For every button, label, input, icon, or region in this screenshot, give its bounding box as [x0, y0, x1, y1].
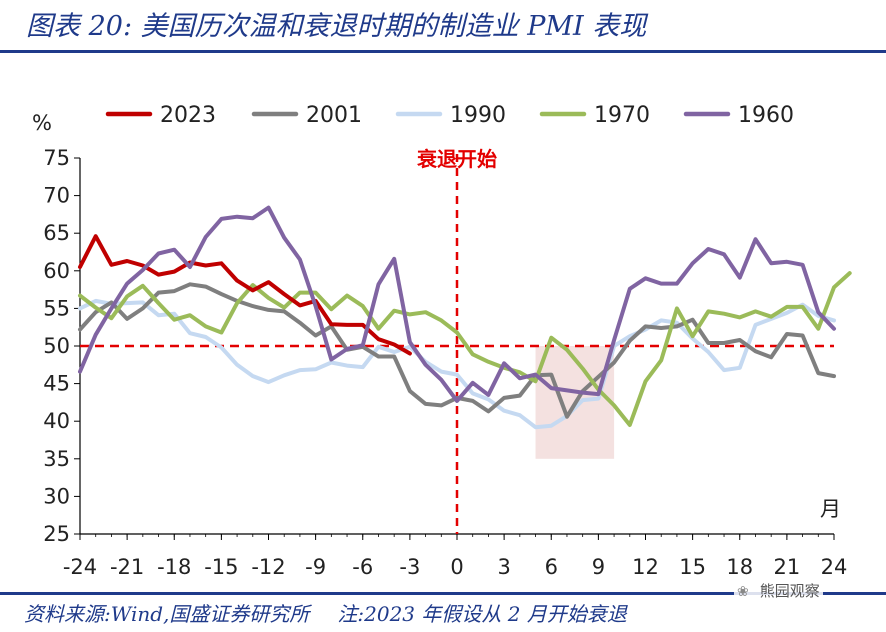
reference-lines	[80, 154, 834, 534]
x-tick-label: 0	[450, 555, 463, 579]
y-tick-label: 60	[43, 259, 70, 283]
chart-legend: 2023 2001 1990 1970 1960	[105, 103, 794, 128]
legend-label-1970: 1970	[594, 103, 650, 128]
y-tick-label: 75	[43, 146, 70, 170]
footer-divider	[0, 592, 886, 595]
x-tick-label: 12	[632, 555, 659, 579]
x-tick-label: -3	[399, 555, 420, 579]
x-tick-label: -9	[305, 555, 326, 579]
x-tick-label: -12	[251, 555, 285, 579]
x-tick-label: 3	[497, 555, 510, 579]
series-layer	[78, 205, 852, 430]
watermark: ❀ 熊园观察	[734, 580, 823, 601]
title-divider	[0, 50, 886, 53]
x-tick-label: 15	[679, 555, 706, 579]
wechat-icon: ❀	[737, 584, 749, 600]
y-tick-label: 35	[43, 447, 70, 471]
legend-label-2023: 2023	[160, 103, 216, 128]
y-tick-label: 30	[43, 484, 70, 508]
x-tick-label: -6	[352, 555, 373, 579]
y-tick-label: 40	[43, 409, 70, 433]
y-tick-label: 55	[43, 296, 70, 320]
x-tick-label: 24	[821, 555, 848, 579]
x-axis-label: 月	[820, 497, 841, 521]
y-axis-label: %	[32, 111, 52, 135]
series-line-1990	[78, 298, 836, 430]
series-line-2023	[78, 234, 412, 356]
legend-label-1990: 1990	[450, 103, 506, 128]
series-line-1970	[78, 271, 852, 427]
footer: 资料来源:Wind,国盛证券研究所 注:2023 年假设从 2 月开始衰退	[24, 598, 627, 627]
legend-label-1960: 1960	[738, 103, 794, 128]
source-text: 资料来源:Wind,国盛证券研究所	[24, 602, 310, 626]
note-text: 注:2023 年假设从 2 月开始衰退	[337, 602, 627, 626]
y-tick-label: 70	[43, 184, 70, 208]
x-tick-label: 18	[726, 555, 753, 579]
x-tick-label: -21	[110, 555, 144, 579]
x-tick-label: -15	[204, 555, 238, 579]
x-tick-label: 6	[545, 555, 558, 579]
watermark-text: 熊园观察	[759, 582, 820, 600]
legend-label-2001: 2001	[306, 103, 362, 128]
y-tick-label: 45	[43, 372, 70, 396]
y-tick-label: 25	[43, 522, 70, 546]
y-tick-label: 50	[43, 334, 70, 358]
recession-start-label: 衰退开始	[416, 147, 497, 171]
x-tick-label: 21	[774, 555, 801, 579]
x-tick-label: 9	[592, 555, 605, 579]
x-tick-label: -18	[157, 555, 191, 579]
series-line-1960	[78, 205, 836, 403]
x-tick-label: -24	[63, 555, 97, 579]
y-tick-label: 65	[43, 221, 70, 245]
chart-title: 图表 20: 美国历次温和衰退时期的制造业 PMI 表现	[26, 11, 647, 42]
